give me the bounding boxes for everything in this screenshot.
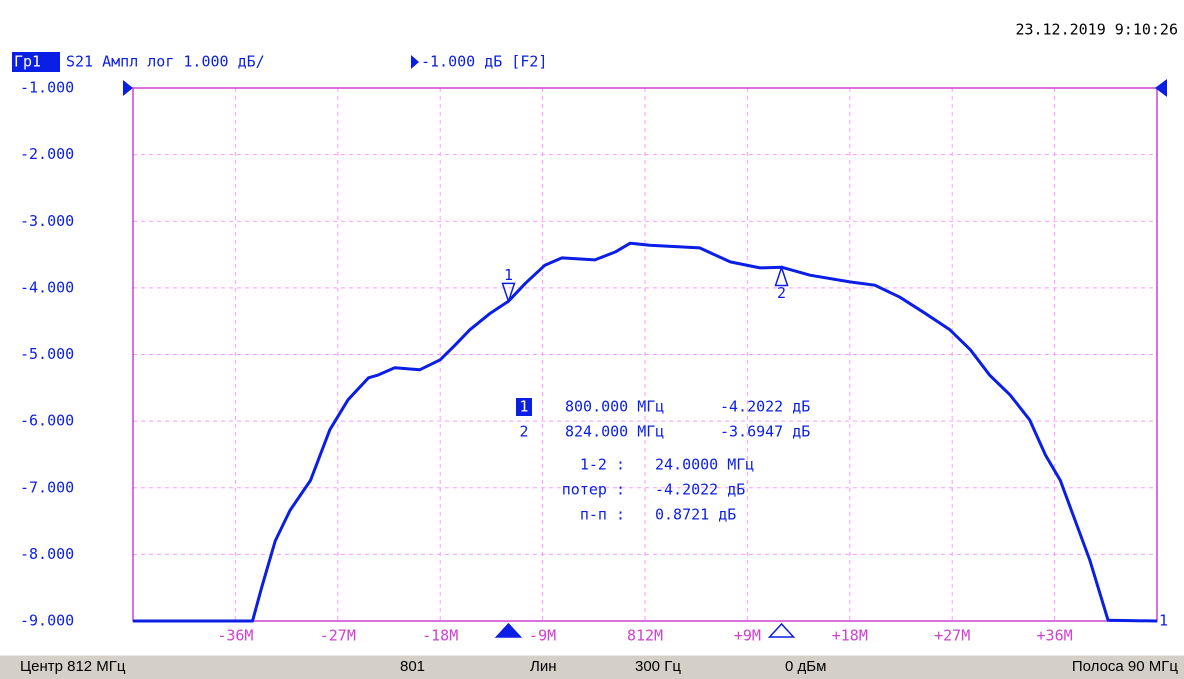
stat-label: 1-2 : — [580, 456, 625, 474]
y-tick-label: -2.000 — [20, 145, 74, 163]
y-tick-label: -6.000 — [20, 412, 74, 430]
y-tick-label: -7.000 — [20, 478, 74, 496]
x-tick-label: +9M — [734, 627, 761, 645]
trace-title: S21 Ампл лог 1.000 дБ/ — [66, 53, 265, 71]
trace-label: Гр1 — [14, 53, 41, 71]
y-tick-label: -3.000 — [20, 212, 74, 230]
y-tick-label: -9.000 — [20, 612, 74, 630]
x-tick-label: +36M — [1037, 627, 1073, 645]
timestamp: 23.12.2019 9:10:26 — [1015, 21, 1178, 39]
status-bar — [0, 655, 1184, 679]
x-tick-label: -36M — [217, 627, 253, 645]
status-item: Центр 812 МГц — [20, 658, 126, 675]
stat-value: 24.0000 МГц — [655, 456, 754, 474]
reference: -1.000 дБ [F2] — [421, 53, 547, 71]
x-tick-label: -27M — [320, 627, 356, 645]
marker-symbol — [774, 265, 789, 287]
status-item: Лин — [530, 658, 557, 675]
x-tick-label: +18M — [832, 627, 868, 645]
y-tick-label: -5.000 — [20, 345, 74, 363]
stat-value: -4.2022 дБ — [655, 481, 745, 499]
trace — [133, 241, 1158, 623]
channel-label: 1 — [1159, 612, 1168, 630]
status-item: 801 — [400, 658, 425, 675]
axis-marker — [767, 622, 796, 638]
status-item: 300 Гц — [635, 658, 681, 675]
marker-table-value: -3.6947 дБ — [720, 423, 810, 441]
marker-table-freq: 824.000 МГц — [565, 423, 664, 441]
ref-level-right — [1155, 79, 1167, 97]
trace-label-box — [12, 52, 60, 72]
marker-table-value: -4.2022 дБ — [720, 398, 810, 416]
marker-symbol — [501, 282, 516, 304]
ref-level-left — [123, 80, 133, 96]
status-item: 0 дБм — [785, 658, 826, 675]
stat-label: п-п : — [580, 506, 625, 524]
x-tick-label: -18M — [422, 627, 458, 645]
marker-number: 2 — [777, 284, 786, 302]
y-tick-label: -1.000 — [20, 79, 74, 97]
axis-marker — [494, 622, 523, 638]
marker-table-number: 1 — [519, 398, 528, 416]
y-tick-label: -4.000 — [20, 278, 74, 296]
x-tick-label: -9M — [529, 627, 556, 645]
plot-border — [132, 87, 1158, 622]
status-item: Полоса 90 МГц — [1072, 658, 1179, 675]
x-tick-label: 812M — [627, 627, 663, 645]
stat-label: потер : — [562, 481, 625, 499]
marker-table-number: 2 — [519, 423, 528, 441]
stat-value: 0.8721 дБ — [655, 506, 736, 524]
y-tick-label: -8.000 — [20, 545, 74, 563]
marker-table-freq: 800.000 МГц — [565, 398, 664, 416]
ref-indicator — [411, 55, 419, 69]
marker-table-box — [516, 398, 532, 416]
marker-number: 1 — [504, 266, 513, 284]
x-tick-label: +27M — [934, 627, 970, 645]
